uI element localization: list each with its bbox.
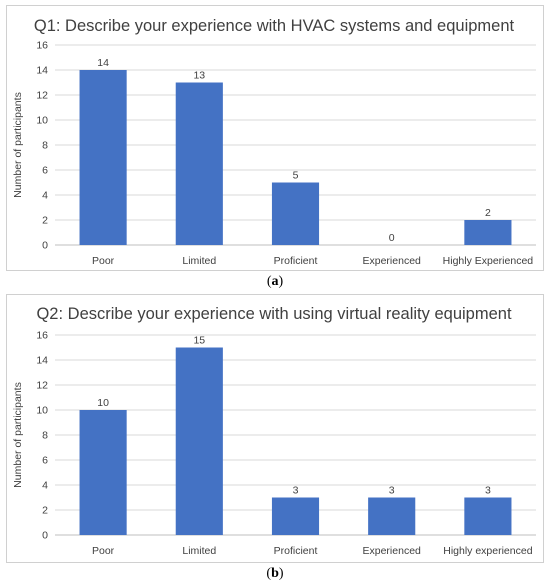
chart-a-bar xyxy=(464,220,512,245)
chart-b-data-label: 10 xyxy=(97,397,109,409)
chart-b-data-label: 3 xyxy=(293,485,299,497)
chart-a-data-label: 2 xyxy=(485,207,491,219)
chart-b-ytick-label: 0 xyxy=(42,530,48,542)
caption-b: (b) xyxy=(266,566,284,581)
chart-b-xtick-label: Limited xyxy=(182,545,216,557)
chart-panel-a: Q1: Describe your experience with HVAC s… xyxy=(6,5,544,271)
chart-a-title: Q1: Describe your experience with HVAC s… xyxy=(34,17,515,35)
chart-a-ytick-label: 6 xyxy=(42,165,48,177)
chart-a-data-label: 5 xyxy=(293,170,299,182)
chart-b-ytick-label: 6 xyxy=(42,455,48,467)
chart-a-svg: Q1: Describe your experience with HVAC s… xyxy=(12,17,536,267)
chart-b-xtick-label: Poor xyxy=(92,545,115,557)
chart-b-data-label: 3 xyxy=(485,485,491,497)
chart-b-bar xyxy=(271,497,320,535)
chart-a-ytick-label: 12 xyxy=(36,90,48,102)
chart-b-ytick-label: 2 xyxy=(42,505,48,517)
chart-a-bar xyxy=(175,82,223,245)
chart-b-ylabel: Number of participants xyxy=(12,382,24,488)
chart-a-bar xyxy=(271,182,320,245)
chart-b-ytick-label: 4 xyxy=(42,480,48,492)
chart-a-data-label: 14 xyxy=(97,57,109,69)
chart-b-xtick-label: Experienced xyxy=(363,545,422,557)
chart-b-ytick-label: 10 xyxy=(36,405,48,417)
chart-b-bar xyxy=(79,410,127,535)
chart-b-title: Q2: Describe your experience with using … xyxy=(36,305,511,323)
chart-a-ytick-label: 14 xyxy=(36,65,48,77)
chart-b-bar xyxy=(464,497,512,535)
chart-a-ytick-label: 10 xyxy=(36,115,48,127)
chart-b-xtick-label: Highly experienced xyxy=(443,545,532,557)
chart-b-bar xyxy=(175,347,223,535)
chart-a-xtick-label: Highly Experienced xyxy=(443,255,534,267)
chart-a-ytick-label: 16 xyxy=(36,40,48,52)
chart-a-xtick-label: Proficient xyxy=(274,255,318,267)
chart-a-ylabel: Number of participants xyxy=(12,92,24,198)
chart-b-data-label: 15 xyxy=(193,335,205,347)
chart-a-xtick-label: Limited xyxy=(182,255,216,267)
chart-b-xtick-label: Proficient xyxy=(274,545,318,557)
chart-a-data-label: 0 xyxy=(389,232,395,244)
chart-a-xtick-label: Experienced xyxy=(363,255,422,267)
chart-a-ytick-label: 4 xyxy=(42,190,48,202)
chart-a-ytick-label: 2 xyxy=(42,215,48,227)
caption-a-letter: a xyxy=(271,274,279,289)
chart-a-xtick-label: Poor xyxy=(92,255,115,267)
chart-b-ytick-label: 12 xyxy=(36,380,48,392)
chart-b-bar xyxy=(368,497,416,535)
chart-b-ytick-label: 14 xyxy=(36,355,48,367)
chart-panel-b: Q2: Describe your experience with using … xyxy=(6,294,544,563)
chart-b-ytick-label: 16 xyxy=(36,330,48,342)
chart-a-data-label: 13 xyxy=(193,70,205,82)
chart-a-ytick-label: 0 xyxy=(42,240,48,252)
caption-a: (a) xyxy=(266,274,284,289)
chart-a-bar xyxy=(79,70,127,245)
chart-b-ytick-label: 8 xyxy=(42,430,48,442)
caption-b-letter: b xyxy=(271,566,279,581)
chart-b-svg: Q2: Describe your experience with using … xyxy=(12,305,536,557)
chart-b-data-label: 3 xyxy=(389,485,395,497)
chart-a-ytick-label: 8 xyxy=(42,140,48,152)
